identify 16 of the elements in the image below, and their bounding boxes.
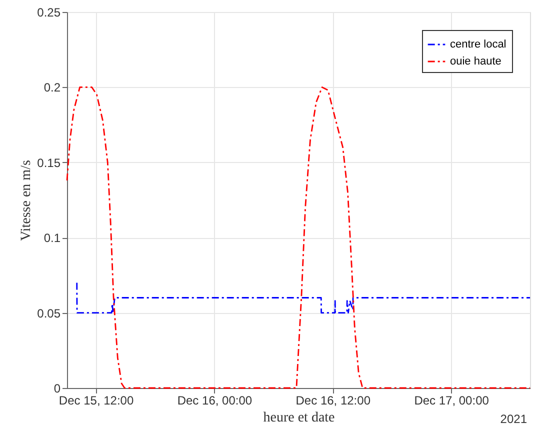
y-tick-label: 0.2 (44, 80, 61, 95)
legend-label: ouie haute (450, 56, 502, 68)
x-tick-label: Dec 15, 12:00 (58, 394, 134, 408)
legend-label: centre local (450, 38, 506, 50)
y-axis-title: Vitesse en m/s (19, 160, 34, 241)
y-tick-label: 0 (54, 382, 61, 396)
x-tick-label: Dec 17, 00:00 (414, 394, 490, 408)
x-axis-title: heure et date (263, 410, 335, 426)
y-tick-label: 0.05 (37, 306, 61, 320)
y-tick-label: 0.1 (44, 231, 61, 246)
x-tick-label: Dec 16, 12:00 (296, 394, 371, 408)
y-tick-label: 0.25 (37, 6, 61, 20)
line-series (76, 282, 531, 314)
x-tick-label: Dec 16, 00:00 (177, 394, 252, 408)
text: 2021 (500, 412, 528, 426)
y-tick-label: 0.15 (37, 156, 61, 170)
